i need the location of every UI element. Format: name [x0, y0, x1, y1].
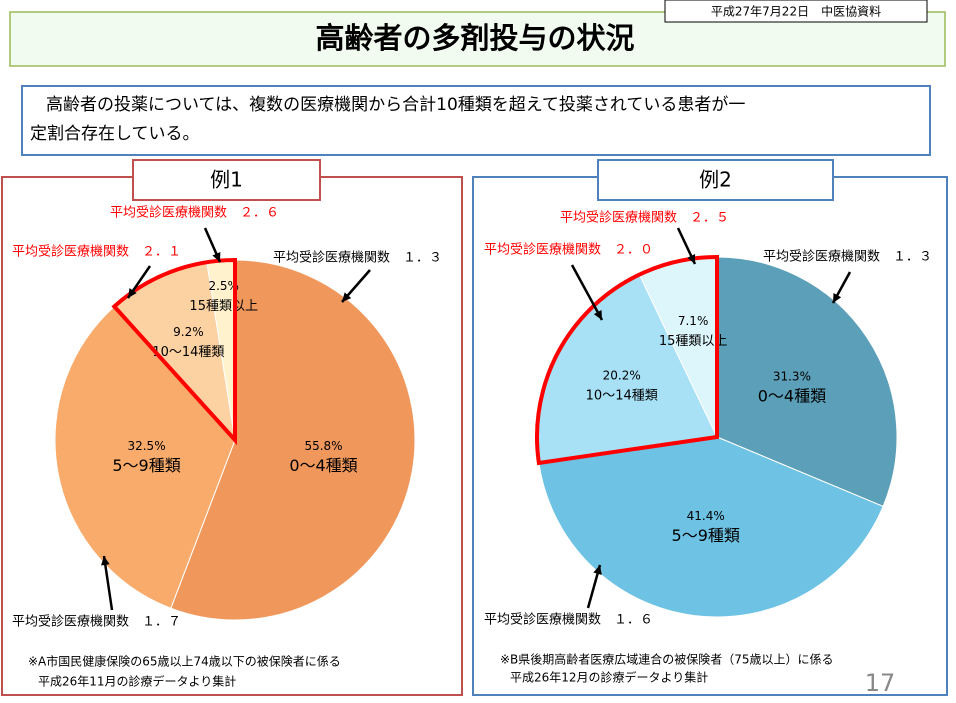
arrow-head	[687, 254, 696, 264]
annotation: 平均受診医療機関数 ２．６	[110, 205, 279, 221]
slice-category: 0〜4種類	[289, 456, 357, 475]
pie-slice	[54, 305, 236, 609]
slice-percent: 7.1%	[678, 314, 709, 328]
arrow-head	[128, 288, 137, 298]
slice-percent: 20.2%	[603, 369, 641, 383]
page-number: 17	[865, 669, 896, 697]
arrow-head	[342, 292, 352, 302]
slice-category: 0〜4種類	[758, 387, 826, 406]
example-box	[597, 159, 834, 201]
intro-box	[21, 85, 931, 156]
intro-line: 高齢者の投薬については、複数の医療機関から合計10種類を超えて投薬されている患者…	[46, 95, 745, 115]
slice-category: 10〜14種類	[586, 388, 658, 404]
pie-slice	[538, 436, 884, 618]
example-title: 例2	[699, 168, 732, 192]
arrow-head	[212, 252, 221, 262]
pie-slice	[716, 256, 898, 508]
slice-percent: 32.5%	[127, 439, 165, 453]
source: 平成27年7月22日 中医協資料	[711, 4, 881, 19]
annotation: 平均受診医療機関数 ２．０	[484, 242, 653, 258]
arrow-line	[102, 555, 114, 611]
highlight-outline	[535, 254, 719, 466]
arrow-head	[593, 565, 602, 575]
arrow-head	[833, 293, 842, 303]
annotation: 平均受診医療機関数 １．３	[763, 249, 932, 265]
annotation: 平均受診医療機関数 ２．１	[12, 244, 181, 260]
footnote: ※A市国民健康保険の65歳以上74歳以下の被保険者に係る	[28, 654, 341, 669]
slice-category: 5〜9種類	[672, 526, 740, 545]
example-title: 例1	[210, 168, 243, 192]
slice-percent: 2.5%	[208, 279, 239, 293]
annotation: 平均受診医療機関数 ２．５	[560, 210, 729, 226]
intro-line: 定割合存在している。	[30, 124, 200, 144]
pie-slice	[170, 259, 416, 621]
slice-percent: 9.2%	[173, 325, 204, 339]
footnote: 平成26年12月の診療データより集計	[510, 670, 708, 685]
slice-category: 15種類以上	[189, 298, 258, 314]
example-box	[132, 159, 321, 201]
arrow-line	[570, 264, 604, 321]
arrow-head	[593, 310, 602, 320]
annotation: 平均受診医療機関数 １．７	[12, 614, 181, 630]
slice-category: 5〜9種類	[112, 456, 180, 475]
arrow-head	[101, 556, 110, 566]
slice-percent: 41.4%	[687, 509, 725, 523]
annotation: 平均受診医療機関数 １．３	[273, 250, 442, 266]
source-box	[664, 0, 928, 23]
annotation: 平均受診医療機関数 １．６	[484, 612, 653, 628]
footnote: 平成26年11月の診療データより集計	[38, 674, 236, 689]
title: 高齢者の多剤投与の状況	[315, 21, 634, 55]
slice-percent: 31.3%	[773, 370, 811, 384]
highlight-outline	[111, 257, 237, 446]
slice-percent: 55.8%	[304, 439, 342, 453]
slice-category: 10〜14種類	[152, 344, 224, 360]
footnote: ※B県後期高齢者医療広域連合の被保険者（75歳以上）に係る	[500, 652, 834, 667]
slice-category: 15種類以上	[659, 333, 728, 349]
